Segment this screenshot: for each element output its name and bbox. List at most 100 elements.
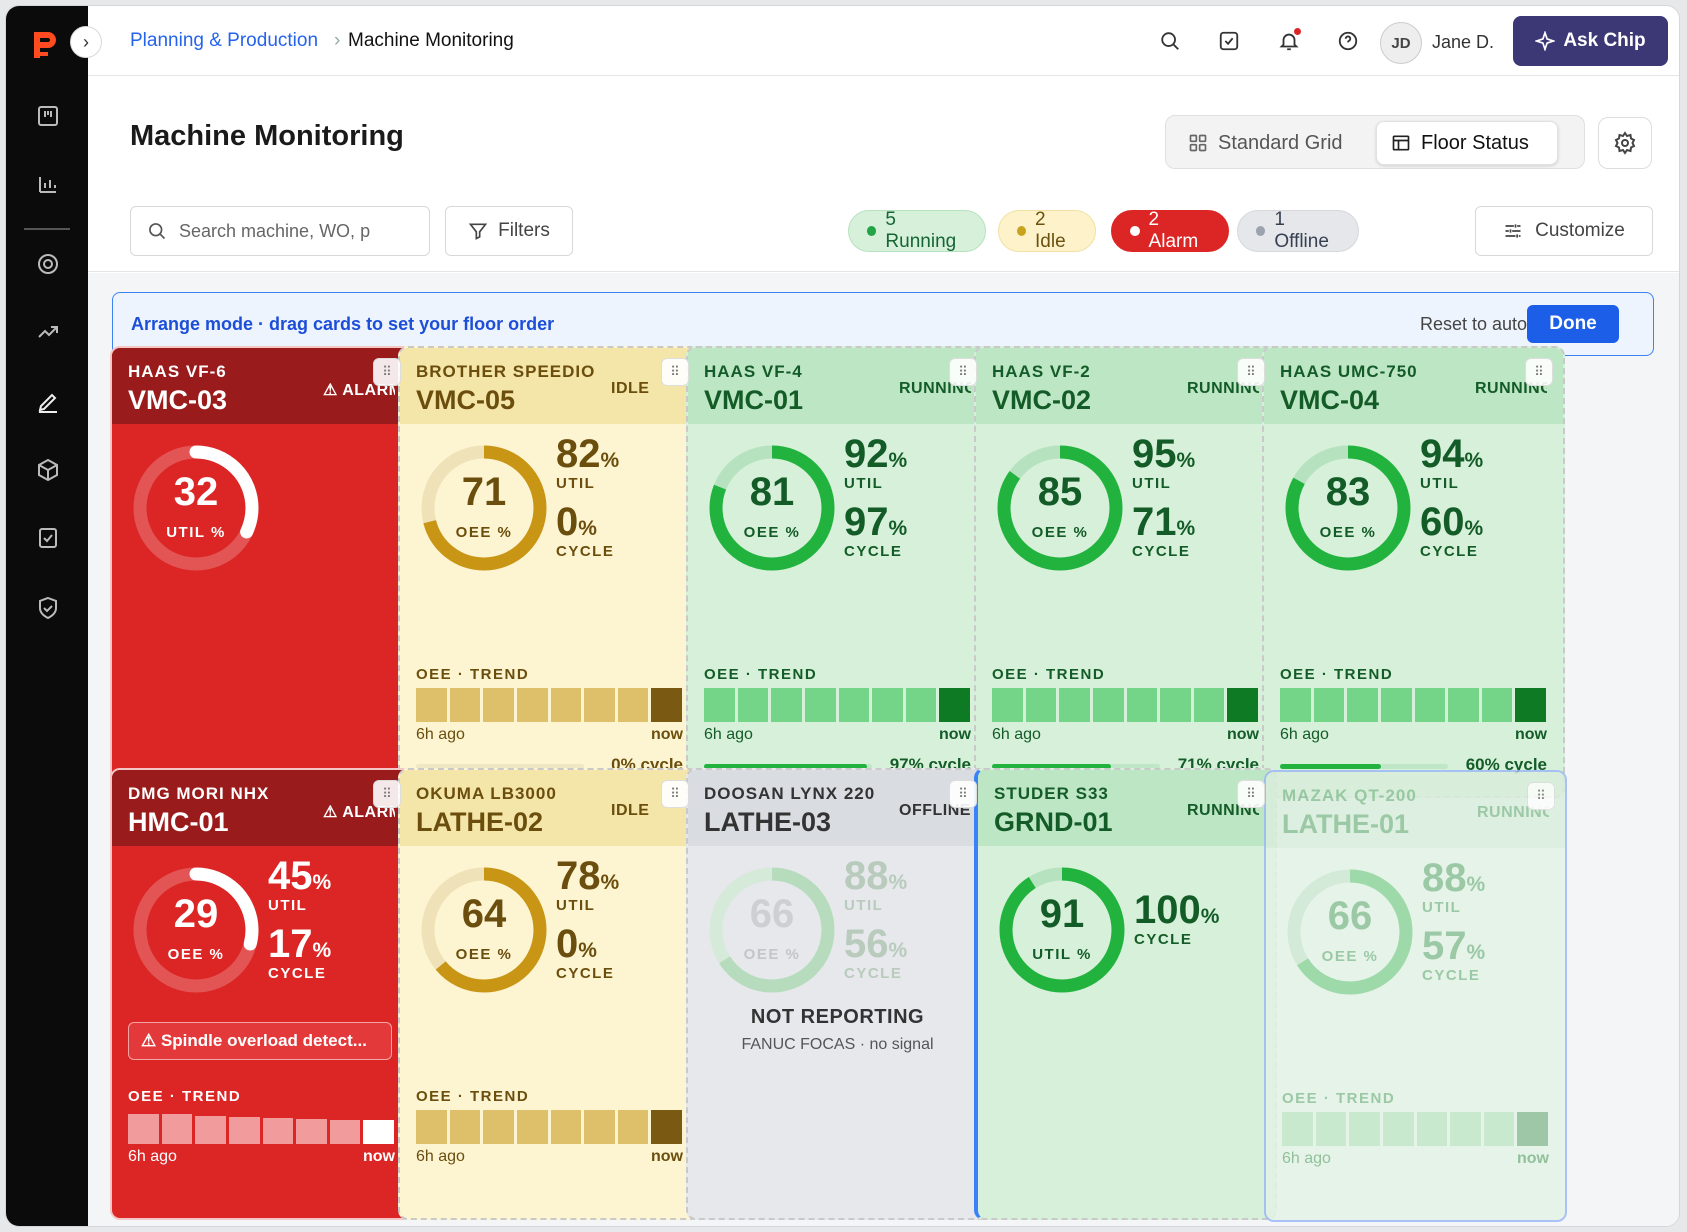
- drag-handle-icon[interactable]: ⠿: [949, 358, 977, 386]
- trend-bar: [161, 1114, 193, 1144]
- percent-sign: %: [312, 939, 332, 962]
- gauge-ring-svg: [709, 445, 835, 571]
- bell-icon[interactable]: [1276, 28, 1302, 54]
- app-logo-icon[interactable]: [30, 28, 60, 62]
- drag-handle-icon[interactable]: ⠿: [373, 358, 401, 386]
- trend-bar: [416, 1110, 447, 1144]
- alarm-message[interactable]: ⚠ Spindle overload detect...: [128, 1022, 392, 1060]
- drag-handle-icon[interactable]: ⠿: [661, 780, 689, 808]
- machine-status: ⚠ ALARM: [323, 382, 395, 399]
- drag-handle-icon[interactable]: ⠿: [661, 358, 689, 386]
- cycle-value: 57%: [1422, 924, 1485, 969]
- gear-icon: [1614, 131, 1636, 155]
- machine-card[interactable]: HAAS VF-4 VMC-01 RUNNING ⠿ 81 OEE % 92% UTIL 97%…: [686, 346, 989, 798]
- pen-icon[interactable]: [34, 388, 62, 416]
- cycle-progress: [1280, 764, 1448, 769]
- trend-up-icon[interactable]: [34, 318, 62, 346]
- breadcrumb-separator: ›: [334, 30, 341, 51]
- user-name[interactable]: Jane D.: [1432, 32, 1495, 52]
- cycle-stat: 56% CYCLE: [844, 922, 907, 982]
- cycle-number: 0: [556, 922, 579, 966]
- percent-sign: %: [1466, 941, 1486, 964]
- reset-to-auto-link[interactable]: Reset to auto: [1420, 314, 1528, 334]
- board-icon[interactable]: [34, 102, 62, 130]
- checklist-icon[interactable]: [34, 524, 62, 552]
- gauge-arc: [133, 867, 259, 993]
- status-pill-2[interactable]: 2 Alarm: [1111, 209, 1229, 252]
- machine-card[interactable]: DMG MORI NHX HMC-01 ⚠ ALARM ⠿ 29 OEE % 45% UTIL…: [110, 768, 413, 1220]
- filters-button[interactable]: Filters: [445, 206, 573, 256]
- trend-end-label: now: [1227, 726, 1259, 743]
- util-value: 82%: [556, 432, 619, 477]
- status-pill-0[interactable]: 5 Running: [848, 209, 986, 252]
- trend-bar: [550, 1110, 582, 1144]
- done-button[interactable]: Done: [1527, 305, 1619, 343]
- gauge-value: 64: [461, 892, 507, 936]
- trend-bar: [1059, 688, 1090, 722]
- cycle-progress: [416, 764, 584, 769]
- machine-id: HMC-01: [128, 807, 229, 837]
- status-pill-3[interactable]: 1 Offline: [1237, 209, 1359, 252]
- ask-chip-button[interactable]: Ask Chip: [1513, 16, 1668, 66]
- util-value: 100%: [1134, 888, 1219, 933]
- standard-grid-option[interactable]: Standard Grid: [1174, 121, 1374, 165]
- drag-handle-icon[interactable]: ⠿: [1527, 782, 1555, 810]
- machine-model: BROTHER SPEEDIO: [416, 362, 596, 381]
- cycle-number: 0: [556, 500, 579, 544]
- machine-id: VMC-01: [704, 385, 804, 415]
- trend-bars: [128, 1110, 394, 1144]
- gauge-ring: 66 OEE %: [1282, 864, 1418, 1000]
- drag-handle-icon[interactable]: ⠿: [1237, 358, 1265, 386]
- target-icon[interactable]: [34, 250, 62, 278]
- cube-icon[interactable]: [34, 456, 62, 484]
- card-header: HAAS VF-2 VMC-02 RUNNING: [976, 348, 1275, 424]
- bar-chart-icon[interactable]: [34, 170, 62, 198]
- trend-label: OEE · TREND: [992, 666, 1106, 683]
- machine-model: DMG MORI NHX: [128, 784, 270, 803]
- settings-button[interactable]: [1598, 117, 1652, 169]
- help-icon[interactable]: [1335, 28, 1361, 54]
- percent-sign: %: [600, 449, 620, 472]
- search-icon[interactable]: [1157, 28, 1183, 54]
- breadcrumb-parent-link[interactable]: Planning & Production: [130, 30, 319, 51]
- trend-start-label: 6h ago: [416, 726, 465, 743]
- machine-card[interactable]: OKUMA LB3000 LATHE-02 IDLE ⠿ 64 OEE % 78% UTIL 0…: [398, 768, 701, 1220]
- percent-sign: %: [1466, 873, 1486, 896]
- trend-bar: [1193, 688, 1225, 722]
- card-header: HAAS VF-4 VMC-01 RUNNING: [688, 348, 987, 424]
- machine-model: HAAS VF-4: [704, 362, 803, 381]
- cycle-label: CYCLE: [844, 965, 903, 982]
- expand-sidebar-button[interactable]: ›: [70, 26, 102, 58]
- avatar[interactable]: JD: [1380, 22, 1422, 64]
- drag-handle-icon[interactable]: ⠿: [373, 780, 401, 808]
- machine-card[interactable]: HAAS VF-6 VMC-03 ⚠ ALARM ⠿ 32 UTIL %: [110, 346, 413, 798]
- trend-bars: [1282, 1112, 1548, 1146]
- machine-card[interactable]: DOOSAN LYNX 220 LATHE-03 OFFLINE ⠿ 66 OEE % 88…: [686, 768, 989, 1220]
- machine-card[interactable]: MAZAK QT-200 LATHE-01 RUNNING ⠿ 66 OEE % 88% UT…: [1264, 770, 1567, 1222]
- tasks-icon[interactable]: [1216, 28, 1242, 54]
- floor-status-option[interactable]: Floor Status: [1376, 121, 1558, 165]
- drag-handle-icon[interactable]: ⠿: [1525, 358, 1553, 386]
- status-pill-1[interactable]: 2 Idle: [998, 209, 1096, 252]
- trend-bar: [416, 688, 447, 722]
- util-stat: 100% CYCLE: [1134, 888, 1219, 948]
- trend-bar: [1481, 688, 1513, 722]
- search-field[interactable]: [130, 206, 430, 256]
- machine-card[interactable]: HAAS VF-2 VMC-02 RUNNING ⠿ 85 OEE % 95% UTIL 71%…: [974, 346, 1277, 798]
- drag-handle-icon[interactable]: ⠿: [1237, 780, 1265, 808]
- customize-button[interactable]: Customize: [1475, 206, 1653, 256]
- trend-bar: [1450, 1112, 1481, 1146]
- trend-bar: [296, 1119, 327, 1144]
- notification-dot: [1294, 28, 1301, 35]
- machine-card[interactable]: HAAS UMC-750 VMC-04 RUNNING ⠿ 83 OEE % 94% UTIL…: [1262, 346, 1565, 798]
- trend-bar: [1025, 688, 1057, 722]
- search-input[interactable]: [179, 220, 399, 242]
- machine-card[interactable]: STUDER S33 GRND-01 RUNNING ⠿ 91 UTIL % 100% CYC…: [974, 768, 1277, 1220]
- cycle-number: 71: [1132, 500, 1177, 544]
- shield-check-icon[interactable]: [34, 594, 62, 622]
- trend-end-label: now: [651, 726, 683, 743]
- machine-card[interactable]: BROTHER SPEEDIO VMC-05 IDLE ⠿ 71 OEE % 82% UTIL…: [398, 346, 701, 798]
- status-dot-icon: [1256, 226, 1266, 236]
- trend-start-label: 6h ago: [128, 1148, 177, 1165]
- drag-handle-icon[interactable]: ⠿: [949, 780, 977, 808]
